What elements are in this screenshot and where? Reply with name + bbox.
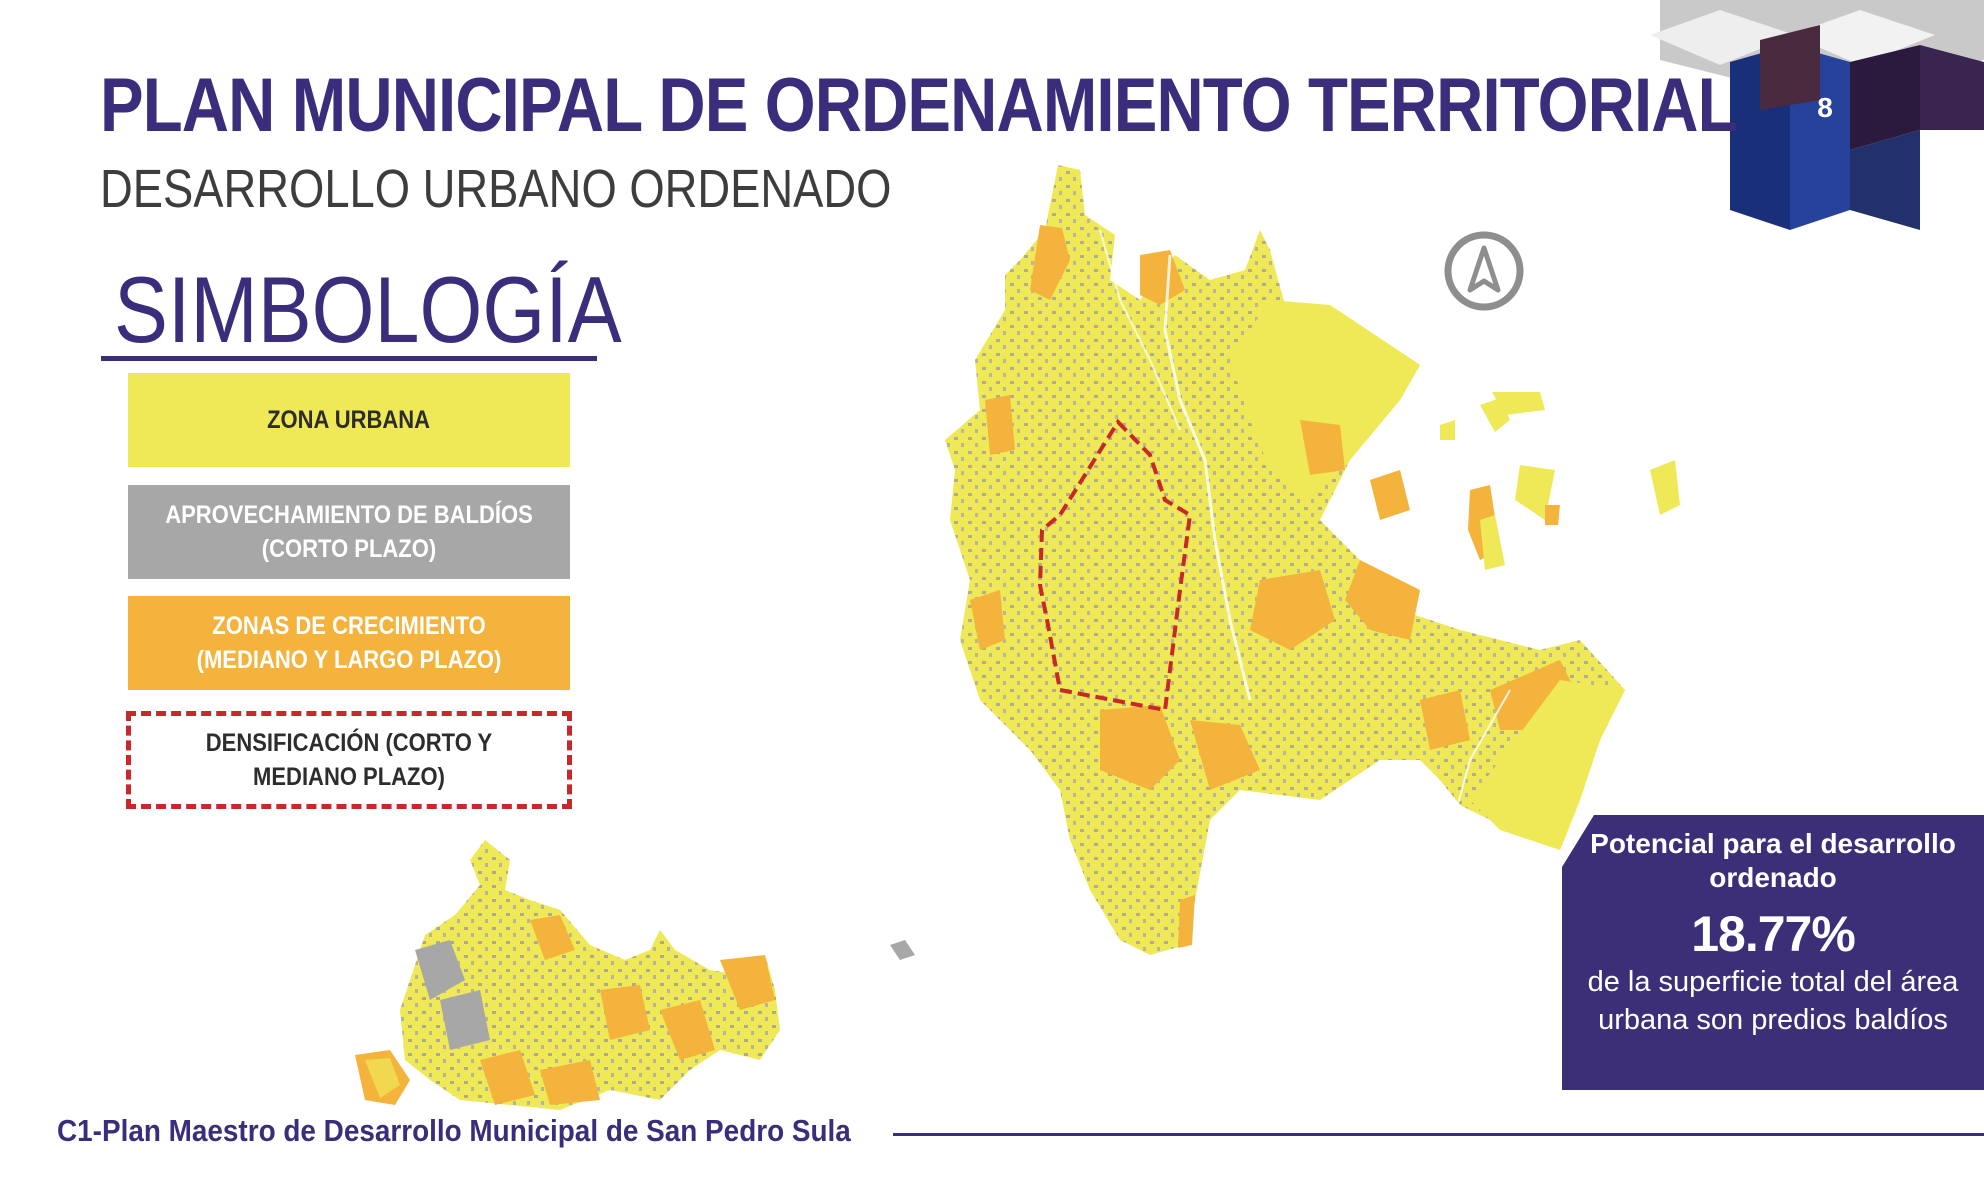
main-urban-area [945,165,1625,955]
legend-item-growth-zones: ZONAS DE CRECIMIENTO (MEDIANO Y LARGO PL… [128,596,570,690]
legend-item-label: DENSIFICACIÓN (CORTO Y MEDIANO PLAZO) [205,729,493,791]
outlying-areas-right [890,392,1680,960]
page-subtitle: DESARROLLO URBANO ORDENADO [100,159,892,219]
footer-divider [893,1133,1984,1136]
development-potential-box: Potencial para el desarrollo ordenado 18… [1562,815,1984,1090]
footer-text: C1-Plan Maestro de Desarrollo Municipal … [57,1113,851,1148]
info-percentage: 18.77% [1691,906,1856,962]
southwest-urban-area [355,840,780,1110]
legend-heading: SIMBOLOGÍA [114,257,622,362]
legend-item-label: APROVECHAMIENTO DE BALDÍOS (CORTO PLAZO) [165,501,533,563]
corner-decoration [1650,0,1984,230]
legend-item-label: ZONA URBANA [267,406,431,434]
page-number: 8 [1817,92,1833,123]
legend-item-label: ZONAS DE CRECIMIENTO (MEDIANO Y LARGO PL… [196,612,502,674]
legend-item-vacant-lots: APROVECHAMIENTO DE BALDÍOS (CORTO PLAZO) [128,485,570,579]
legend-item-densification: DENSIFICACIÓN (CORTO Y MEDIANO PLAZO) [126,711,572,809]
info-description: de la superficie total del área urbana s… [1587,966,1959,1036]
legend-item-urban-zone: ZONA URBANA [128,373,570,467]
north-arrow-icon [1444,231,1524,311]
legend-divider [101,356,597,361]
info-heading: Potencial para el desarrollo ordenado [1590,828,1956,893]
page-title: PLAN MUNICIPAL DE ORDENAMIENTO TERRITORI… [100,63,1738,148]
